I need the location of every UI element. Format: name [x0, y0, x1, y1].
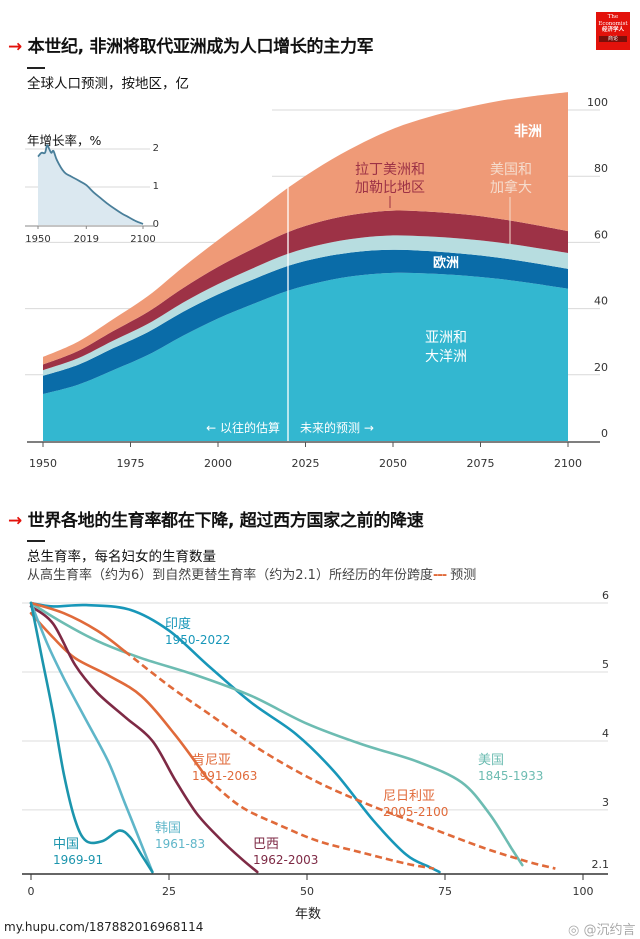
- logo-sub: 商论: [599, 35, 627, 42]
- inset-x-tick-label: 2100: [130, 234, 155, 245]
- chart2-title-text: 世界各地的生育率都在下降, 超过西方国家之前的降速: [27, 511, 424, 531]
- subtitle-rule: [27, 67, 45, 69]
- inset-x-tick-label: 1950: [25, 234, 50, 245]
- series-label-period: 2005-2100: [383, 805, 448, 819]
- y-tick-label: 20: [594, 361, 608, 374]
- series-label-period: 1991-2063: [192, 769, 257, 783]
- area-非洲: [43, 92, 568, 365]
- x-tick-label: 50: [300, 885, 314, 898]
- x-tick-label: 25: [162, 885, 176, 898]
- x-tick-label: 1950: [29, 457, 57, 470]
- watermark: ◎ @沉约言: [568, 919, 636, 938]
- inset-x-tick-label: 2019: [74, 234, 99, 245]
- x-tick-label: 2050: [379, 457, 407, 470]
- y-tick-label: 40: [594, 295, 608, 308]
- past-estimate-label: ← 以往的估算: [206, 420, 280, 435]
- chart1-subtitle: 全球人口预测，按地区，亿: [27, 76, 189, 92]
- inset-y-tick-label: 0: [153, 219, 159, 230]
- line-中国: [29, 601, 154, 874]
- series-label-name: 巴西: [253, 837, 279, 852]
- label-namerica: 加拿大: [490, 179, 532, 196]
- inset-y-tick-label: 2: [153, 143, 159, 154]
- series-label-name: 尼日利亚: [383, 789, 435, 804]
- inset-area: [38, 145, 143, 225]
- x-tick-label: 0: [28, 885, 35, 898]
- area-美国和加拿大: [43, 235, 568, 376]
- y-tick-label: 2.1: [592, 858, 610, 871]
- label-asia: 大洋洲: [425, 349, 467, 365]
- subtitle-rule: [27, 540, 45, 542]
- y-tick-label: 0: [601, 427, 608, 440]
- line-肯尼亚: [29, 612, 209, 781]
- area-亚洲和大洋洲: [43, 272, 568, 441]
- inset-line: [37, 144, 144, 225]
- label-latam: 拉丁美洲和: [355, 162, 425, 178]
- x-tick-label: 1975: [117, 457, 145, 470]
- watermark-text: @沉约言: [583, 923, 636, 938]
- x-tick-label: 2000: [204, 457, 232, 470]
- series-label-period: 1969-91: [53, 853, 103, 867]
- chart2-description: 从高生育率（约为6）到自然更替生育率（约为2.1）所经历的年份跨度--- 预测: [27, 564, 476, 583]
- source-url: my.hupu.com/187882016968114: [4, 920, 204, 934]
- x-tick-label: 2075: [467, 457, 495, 470]
- forecast-line-肯尼亚: [206, 777, 435, 870]
- chart1-title: → 本世纪, 非洲将取代亚洲成为人口增长的主力军: [8, 32, 374, 57]
- forecast-line-尼日利亚: [124, 650, 556, 870]
- label-asia: 亚洲和: [425, 330, 467, 346]
- chart2-description-text: 从高生育率（约为6）到自然更替生育率（约为2.1）所经历的年份跨度: [27, 568, 433, 583]
- series-label-name: 肯尼亚: [192, 753, 231, 768]
- series-label-name: 中国: [53, 837, 79, 852]
- logo-line1: The: [607, 14, 619, 20]
- y-tick-label: 60: [594, 228, 608, 241]
- future-forecast-label: 未来的预测 →: [300, 420, 374, 435]
- line-美国: [29, 601, 524, 867]
- label-latam: 加勒比地区: [355, 180, 425, 196]
- inset-title: 年增长率，%: [27, 133, 102, 148]
- inset-y-tick-label: 1: [153, 181, 159, 192]
- y-tick-label: 100: [587, 96, 608, 109]
- y-tick-label: 4: [602, 727, 609, 740]
- y-tick-label: 3: [602, 796, 609, 809]
- chart2-subtitle: 总生育率，每名妇女的生育数量: [27, 549, 216, 565]
- label-europe: 欧洲: [433, 255, 459, 271]
- chart2-title: → 世界各地的生育率都在下降, 超过西方国家之前的降速: [8, 506, 424, 531]
- x-tick-label: 75: [438, 885, 452, 898]
- series-label-name: 印度: [165, 616, 191, 632]
- line-巴西: [29, 605, 259, 874]
- x-axis-title: 年数: [295, 907, 321, 922]
- series-label-name: 韩国: [155, 821, 181, 836]
- weibo-icon: ◎: [568, 923, 580, 938]
- area-欧洲: [43, 249, 568, 394]
- area-拉丁美洲和加勒比地区: [43, 210, 568, 371]
- line-印度: [29, 601, 441, 874]
- x-tick-label: 2025: [292, 457, 320, 470]
- legend-dash: ---: [432, 568, 447, 583]
- series-label-period: 1845-1933: [478, 769, 543, 783]
- line-韩国: [29, 601, 154, 874]
- x-tick-label: 100: [573, 885, 594, 898]
- chart1-title-text: 本世纪, 非洲将取代亚洲成为人口增长的主力军: [27, 37, 374, 57]
- legend-forecast: 预测: [450, 568, 477, 583]
- logo-line2: Economist: [598, 20, 628, 27]
- y-tick-label: 5: [602, 658, 609, 671]
- arrow-icon: →: [8, 37, 22, 57]
- series-label-period: 1962-2003: [253, 853, 318, 867]
- label-namerica: 美国和: [490, 162, 532, 178]
- economist-logo: The Economist 经济学人 商论: [596, 12, 630, 50]
- x-tick-label: 2100: [554, 457, 582, 470]
- line-尼日利亚: [29, 601, 127, 653]
- label-africa: 非洲: [514, 123, 542, 140]
- logo-cn: 经济学人: [601, 27, 624, 33]
- y-tick-label: 80: [594, 162, 608, 175]
- series-label-period: 1961-83: [155, 837, 205, 851]
- series-label-name: 美国: [478, 753, 504, 768]
- y-tick-label: 6: [602, 589, 609, 602]
- arrow-icon: →: [8, 511, 22, 531]
- series-label-period: 1950-2022: [165, 633, 230, 647]
